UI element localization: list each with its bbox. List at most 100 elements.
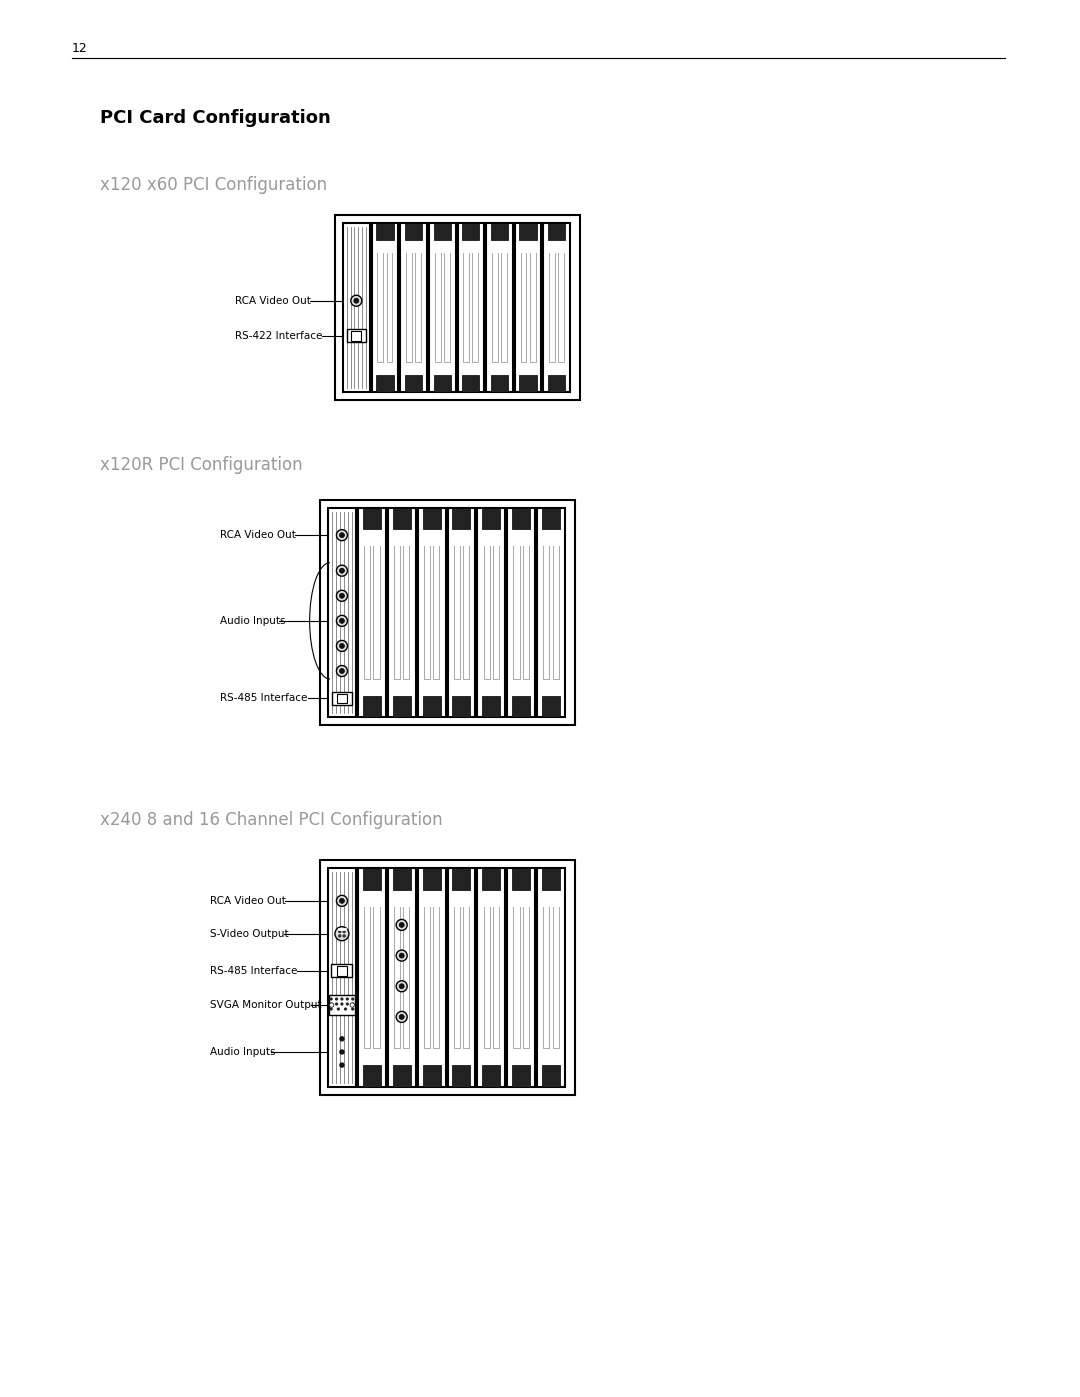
Circle shape [396, 981, 407, 992]
Bar [515, 224, 541, 393]
Bar [333, 692, 352, 705]
Bar [542, 868, 561, 890]
Circle shape [400, 953, 404, 958]
Circle shape [339, 669, 345, 673]
Circle shape [337, 615, 348, 626]
Bar [453, 696, 471, 717]
Bar [388, 509, 416, 717]
Bar [393, 509, 410, 529]
Circle shape [340, 1051, 343, 1053]
Bar [422, 868, 441, 890]
Circle shape [340, 1063, 343, 1067]
Bar [337, 693, 347, 703]
Bar [337, 965, 347, 975]
Circle shape [345, 1009, 347, 1010]
Bar [542, 1065, 561, 1087]
Bar [453, 868, 471, 890]
Bar [453, 1065, 471, 1087]
Bar [405, 224, 422, 240]
Bar [332, 964, 352, 978]
Text: x240 8 and 16 Channel PCI Configuration: x240 8 and 16 Channel PCI Configuration [100, 812, 443, 828]
Bar [388, 868, 416, 1087]
Bar [477, 868, 505, 1087]
Circle shape [329, 1003, 334, 1007]
Circle shape [336, 997, 337, 1000]
Bar [429, 224, 456, 393]
Circle shape [352, 1009, 353, 1010]
Bar [447, 509, 475, 717]
Circle shape [339, 930, 340, 933]
Bar [548, 224, 565, 240]
Bar [422, 1065, 441, 1087]
Bar [462, 376, 480, 393]
Circle shape [337, 529, 348, 541]
Bar [393, 696, 410, 717]
Bar [401, 224, 427, 393]
Circle shape [335, 926, 349, 940]
Text: RS-422 Interface: RS-422 Interface [235, 331, 322, 341]
Bar [542, 509, 561, 529]
Circle shape [351, 295, 362, 306]
Circle shape [400, 983, 404, 989]
Circle shape [341, 1003, 342, 1004]
Text: Audio Inputs: Audio Inputs [220, 616, 285, 626]
Circle shape [330, 1003, 332, 1004]
Bar [483, 509, 500, 529]
Bar [453, 509, 471, 529]
Circle shape [340, 1037, 343, 1041]
Bar [477, 509, 505, 717]
Text: PCI Card Configuration: PCI Card Configuration [100, 109, 330, 127]
Bar [490, 376, 508, 393]
Circle shape [339, 532, 345, 538]
Text: 12: 12 [72, 42, 87, 54]
Bar [512, 1065, 530, 1087]
Bar [458, 224, 484, 393]
Bar [543, 224, 570, 393]
Bar [519, 224, 537, 240]
Bar [483, 868, 500, 890]
Bar [512, 696, 530, 717]
Circle shape [337, 640, 348, 651]
Circle shape [336, 1003, 337, 1004]
Circle shape [354, 298, 359, 303]
Bar [347, 330, 366, 342]
Bar [405, 376, 422, 393]
Bar [328, 868, 356, 1087]
Bar [320, 500, 575, 725]
Bar [329, 995, 354, 1016]
Bar [508, 509, 535, 717]
Text: RCA Video Out: RCA Video Out [210, 895, 286, 905]
Circle shape [350, 1003, 354, 1007]
Circle shape [341, 997, 342, 1000]
Bar [483, 696, 500, 717]
Circle shape [330, 997, 332, 1000]
Circle shape [339, 569, 345, 573]
Bar [486, 224, 513, 393]
Bar [363, 696, 381, 717]
Bar [537, 509, 565, 717]
Circle shape [330, 1009, 332, 1010]
Bar [512, 868, 530, 890]
Bar [490, 224, 508, 240]
Circle shape [337, 566, 348, 576]
Circle shape [396, 1011, 407, 1023]
Bar [483, 1065, 500, 1087]
Bar [363, 1065, 381, 1087]
Bar [363, 509, 381, 529]
Circle shape [352, 1003, 353, 1004]
Circle shape [337, 895, 348, 907]
Text: RCA Video Out: RCA Video Out [220, 531, 296, 541]
Bar [363, 868, 381, 890]
Bar [393, 1065, 410, 1087]
Bar [357, 509, 386, 717]
Bar [537, 868, 565, 1087]
Circle shape [347, 1003, 348, 1004]
Circle shape [400, 1014, 404, 1020]
Text: SVGA Monitor Output: SVGA Monitor Output [210, 1000, 322, 1010]
Circle shape [343, 930, 346, 933]
Bar [548, 376, 565, 393]
Bar [351, 331, 361, 341]
Text: RS-485 Interface: RS-485 Interface [210, 965, 297, 977]
Circle shape [400, 922, 404, 928]
Bar [519, 376, 537, 393]
